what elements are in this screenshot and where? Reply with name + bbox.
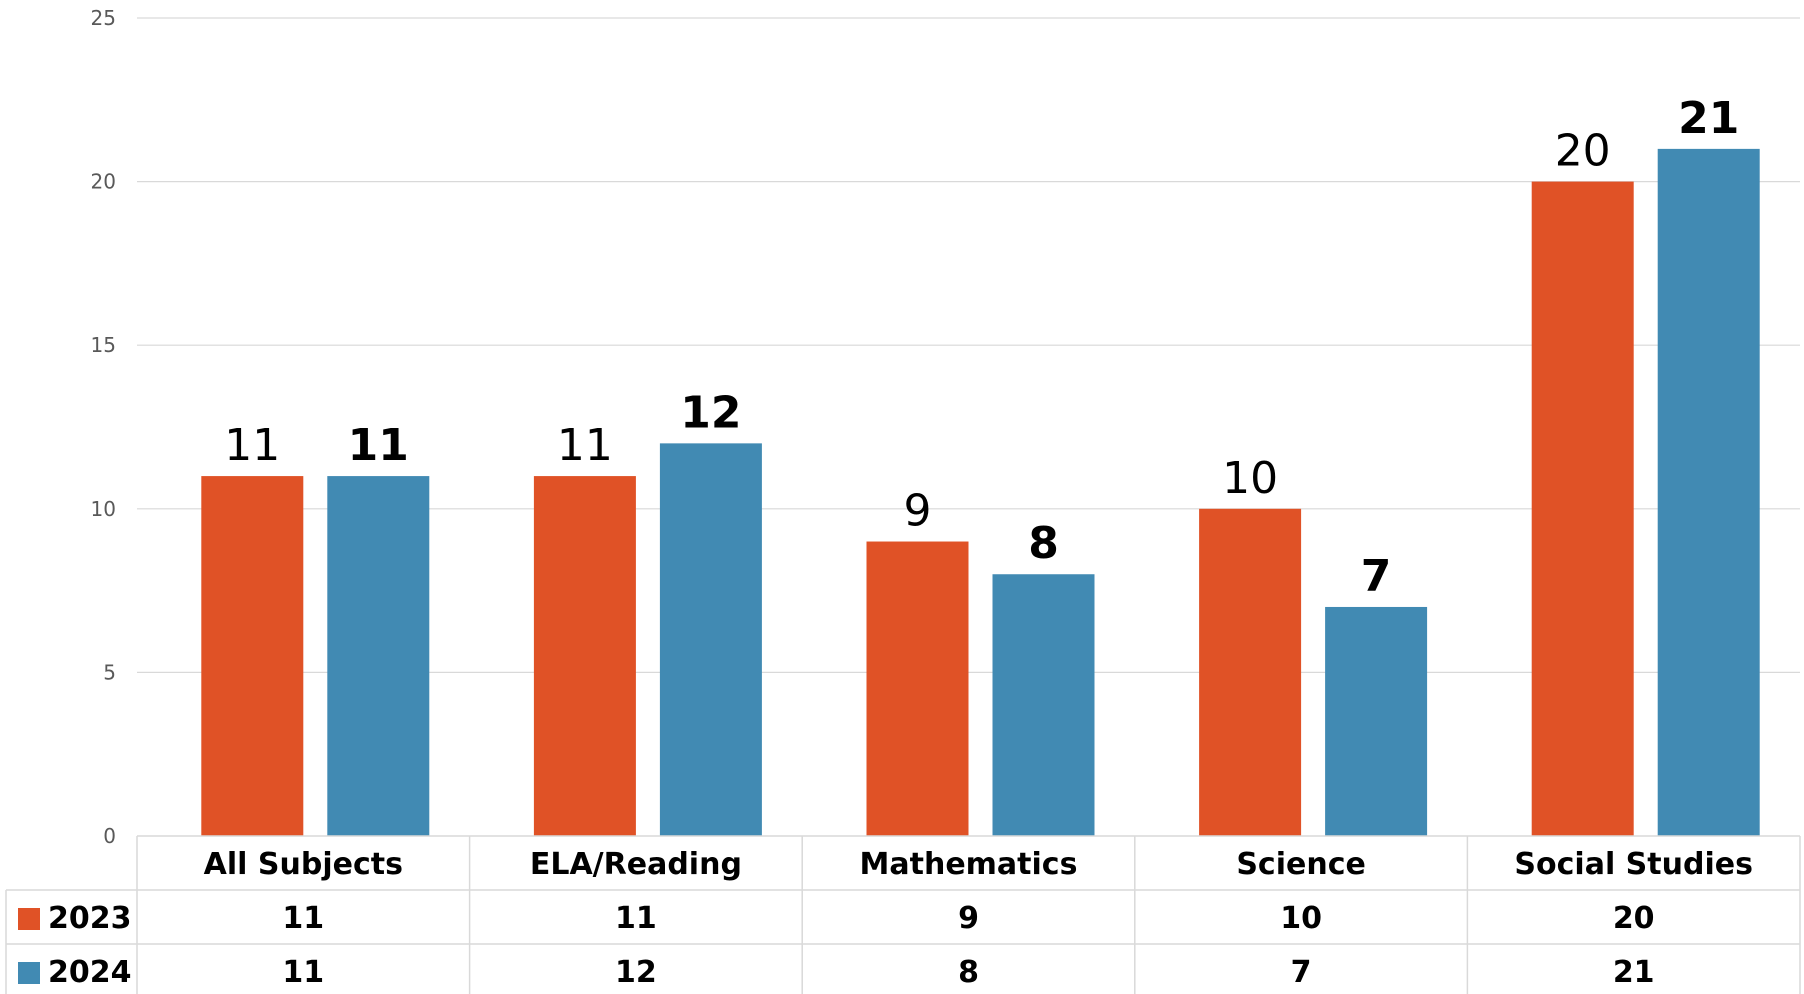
data-label-2024-0: 11 (348, 420, 409, 471)
bars (201, 148, 1760, 837)
bar-2024-3 (1325, 606, 1428, 836)
y-tick-label: 0 (103, 824, 116, 848)
data-label-2023-1: 11 (557, 420, 613, 471)
category-label: ELA/Reading (530, 847, 742, 882)
y-tick-label: 10 (91, 497, 116, 521)
data-label-2024-1: 12 (680, 387, 741, 438)
bar-2023-2 (866, 541, 969, 836)
category-label: All Subjects (204, 847, 403, 882)
data-label-2023-2: 9 (904, 486, 932, 537)
table-cell-2023-4: 20 (1613, 901, 1655, 936)
table-cell-2024-0: 11 (282, 955, 324, 990)
table-cell-2023-3: 10 (1280, 901, 1322, 936)
bar-2024-0 (327, 476, 430, 836)
legend-label-2023: 2023 (48, 901, 132, 936)
data-labels: 11 11 9 10 20 11 12 8 7 21 (224, 93, 1739, 602)
data-label-2024-3: 7 (1361, 551, 1392, 602)
legend-swatch-2024 (18, 962, 40, 984)
y-tick-label: 5 (103, 660, 116, 684)
table-cell-2024-3: 7 (1291, 955, 1312, 990)
y-axis-ticks: 0 5 10 15 20 25 (91, 6, 116, 848)
legend-swatch-2023 (18, 908, 40, 930)
legend-label-2024: 2024 (48, 955, 132, 990)
bar-2023-0 (201, 476, 304, 836)
category-label: Science (1236, 847, 1366, 882)
bar-2023-4 (1531, 181, 1634, 837)
data-label-2024-2: 8 (1028, 518, 1059, 569)
bar-2024-2 (992, 574, 1095, 836)
bar-2024-1 (659, 443, 762, 836)
table-cell-2024-2: 8 (958, 955, 979, 990)
bar-2023-1 (533, 476, 636, 836)
y-tick-label: 25 (91, 6, 116, 30)
table-cell-2023-0: 11 (282, 901, 324, 936)
y-tick-label: 15 (91, 333, 116, 357)
table-cell-2024-4: 21 (1613, 955, 1655, 990)
data-label-2023-4: 20 (1555, 126, 1611, 177)
category-label: Mathematics (860, 847, 1078, 882)
table-cell-2023-2: 9 (958, 901, 979, 936)
table-cell-2024-1: 12 (615, 955, 657, 990)
category-label: Social Studies (1514, 847, 1753, 882)
bar-2024-4 (1657, 148, 1760, 836)
data-label-2023-0: 11 (224, 420, 280, 471)
table-cell-2023-1: 11 (615, 901, 657, 936)
data-table: All Subjects ELA/Reading Mathematics Scienc… (5, 835, 1801, 994)
data-label-2024-4: 21 (1678, 93, 1739, 144)
bar-2023-3 (1199, 508, 1302, 836)
y-tick-label: 20 (91, 170, 116, 194)
data-label-2023-3: 10 (1222, 453, 1278, 504)
